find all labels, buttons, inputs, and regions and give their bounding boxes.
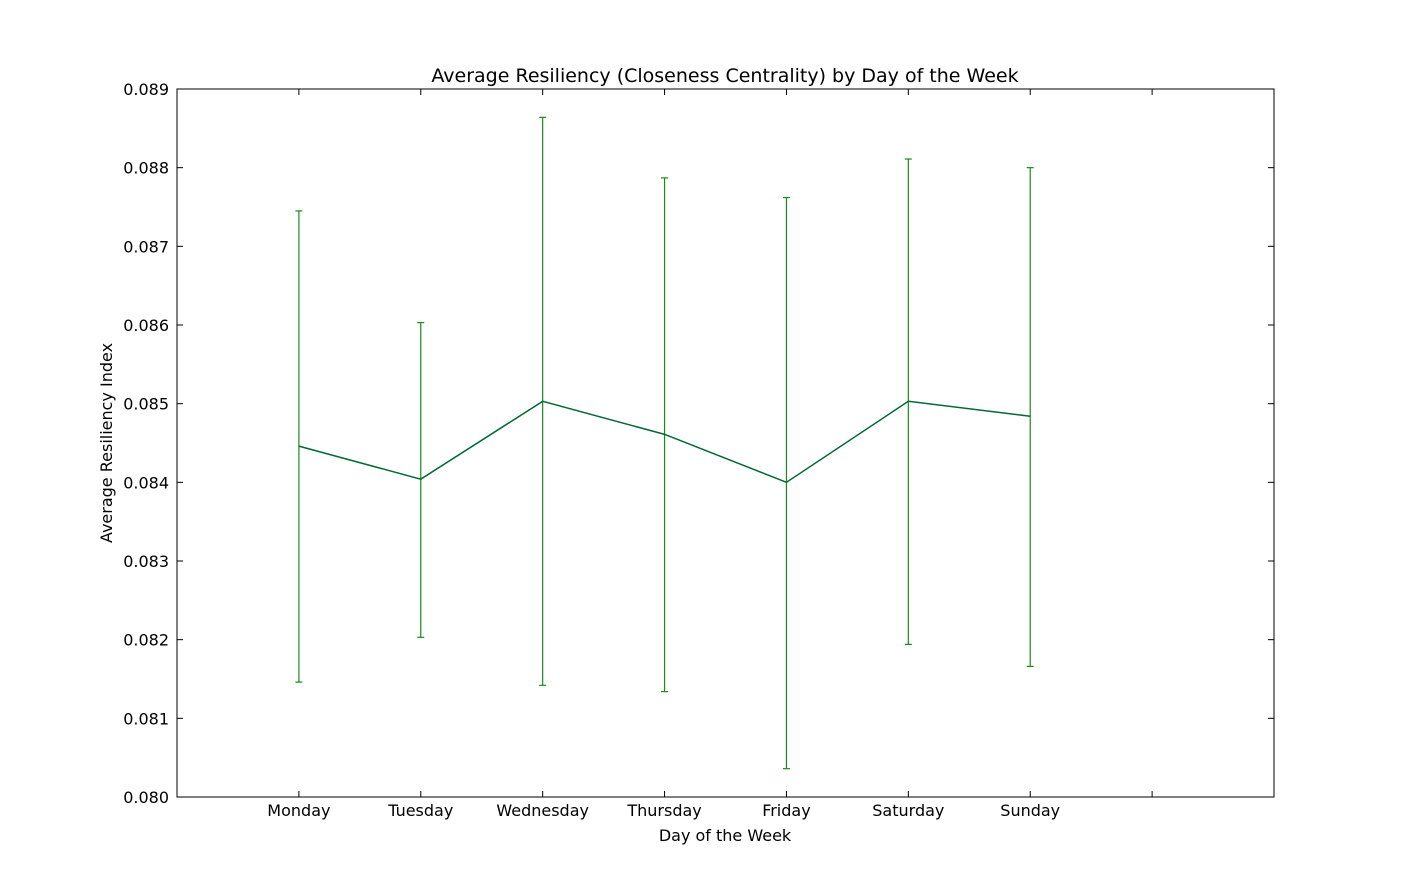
x-tick-label: Sunday: [1000, 801, 1060, 820]
y-tick-label: 0.083: [123, 552, 169, 571]
plot-frame: [176, 88, 1275, 798]
y-tick-label: 0.087: [123, 237, 169, 256]
plot-area: 0.080 0.081 0.082 0.083 0.084 0.085 0.086 0.087…: [123, 80, 1275, 820]
y-tick-label: 0.085: [123, 395, 169, 414]
chart-title: Average Resiliency (Closeness Centrality…: [431, 65, 1018, 87]
x-tick-label: Wednesday: [496, 801, 589, 820]
x-tick-label: Tuesday: [387, 801, 453, 820]
x-tick-label: Saturday: [872, 801, 944, 820]
y-tick-label: 0.081: [123, 709, 169, 728]
y-axis-label: Average Resiliency Index: [97, 343, 116, 543]
y-tick-label: 0.088: [123, 159, 169, 178]
x-axis-label: Day of the Week: [659, 826, 792, 845]
y-tick-label: 0.089: [123, 80, 169, 99]
y-tick-label: 0.080: [123, 788, 169, 807]
y-tick-label: 0.086: [123, 316, 169, 335]
x-tick-label: Monday: [267, 801, 330, 820]
y-tick-label: 0.082: [123, 631, 169, 650]
x-tick-label: Friday: [762, 801, 811, 820]
y-tick-label: 0.084: [123, 473, 169, 492]
series-line: [298, 400, 1031, 484]
x-tick-label: Thursday: [626, 801, 701, 820]
